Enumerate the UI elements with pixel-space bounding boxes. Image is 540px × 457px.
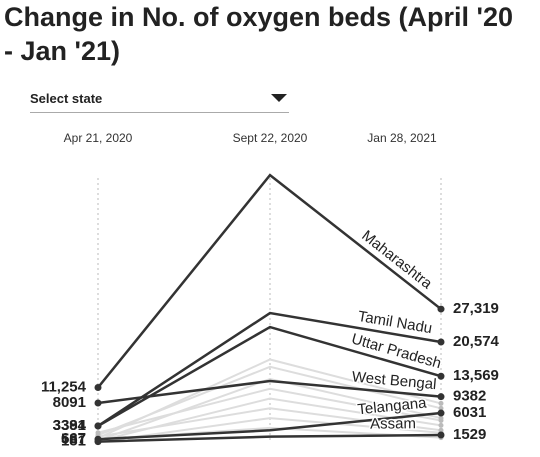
value-label: 20,574 [453, 333, 500, 350]
point [94, 384, 102, 392]
point [94, 422, 102, 430]
value-label: 27,319 [453, 300, 499, 317]
point [95, 430, 101, 436]
value-label: 9382 [453, 388, 486, 405]
series-name: Tamil Nadu [357, 308, 434, 337]
value-label: 3381 [53, 417, 86, 434]
point [437, 393, 445, 401]
point [437, 431, 445, 439]
point [437, 409, 445, 417]
state-dropdown[interactable]: Select state [30, 88, 289, 113]
series-line [97, 411, 442, 441]
series-line [97, 377, 442, 442]
series-line [97, 173, 442, 389]
value-label: 13,569 [453, 367, 499, 384]
point [438, 422, 444, 428]
column-header: Sept 22, 2020 [233, 131, 308, 145]
series-line [97, 433, 442, 443]
dropdown-label: Select state [30, 91, 103, 106]
series-name: Assam [370, 415, 416, 432]
point [438, 405, 444, 411]
series-line [97, 311, 442, 427]
value-label: 6031 [453, 404, 486, 421]
value-label: 8091 [53, 394, 86, 411]
series-line [97, 365, 442, 437]
column-header: Apr 21, 2020 [64, 131, 133, 145]
point [438, 400, 444, 406]
dropdown-arrow [271, 94, 287, 102]
value-label: 11,254 [41, 379, 87, 396]
value-label: 587 [61, 431, 86, 448]
point [437, 372, 445, 380]
series-line [97, 417, 442, 444]
column-header: Jan 28, 2021 [367, 131, 437, 145]
chart-title: Change in No. of oxygen beds (April '20 … [4, 2, 513, 66]
series-line [97, 407, 442, 438]
point [94, 438, 102, 446]
series-line [97, 325, 442, 428]
series-line [97, 387, 442, 434]
value-label: 1529 [453, 426, 486, 443]
series-name: Maharashtra [358, 227, 435, 293]
point [437, 338, 445, 346]
point [94, 399, 102, 407]
value-label: 3394 [53, 417, 87, 434]
value-label: 667 [61, 430, 86, 447]
point [437, 305, 445, 313]
value-label: 181 [61, 433, 86, 450]
point [438, 418, 444, 424]
series-line [97, 379, 442, 405]
